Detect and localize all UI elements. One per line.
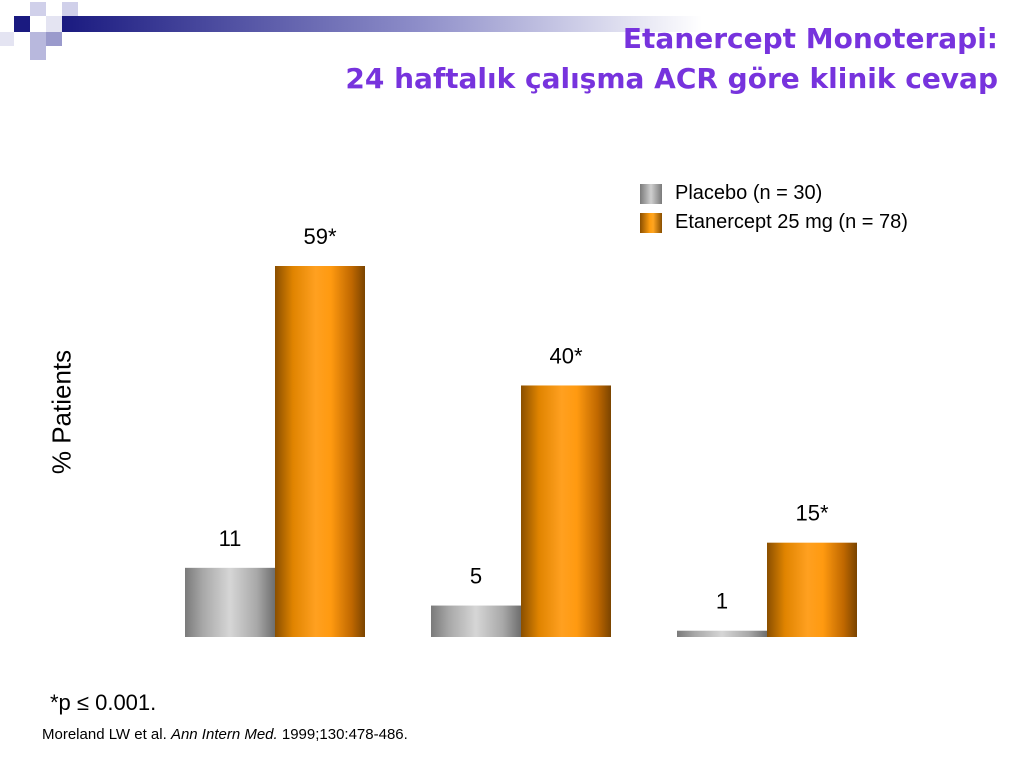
deco-square (46, 32, 62, 46)
data-label-placebo-0: 11 (219, 526, 242, 551)
citation-authors: Moreland LW et al. (42, 726, 167, 743)
legend-label-placebo: Placebo (n = 30) (675, 182, 823, 204)
deco-square (14, 16, 30, 32)
deco-square (30, 2, 46, 16)
header-gradient-bar (62, 16, 702, 32)
bar-etanercept-0 (275, 266, 365, 637)
deco-square (0, 32, 14, 46)
data-label-placebo-1: 5 (470, 564, 482, 589)
legend-swatch-placebo (640, 183, 662, 204)
deco-square (30, 32, 46, 46)
bar-placebo-0 (185, 567, 275, 637)
bar-placebo-2 (677, 630, 767, 637)
deco-square (30, 46, 46, 60)
deco-square (62, 2, 78, 16)
data-label-placebo-2: 1 (716, 589, 728, 614)
bar-etanercept-1 (521, 385, 611, 637)
legend-item-placebo: Placebo (n = 30) (640, 182, 822, 205)
citation-details: 1999;130:478-486. (281, 726, 408, 743)
bar-etanercept-2 (767, 542, 857, 637)
legend-item-etanercept: Etanercept 25 mg (n = 78) (640, 211, 908, 234)
citation: Moreland LW et al. Ann Intern Med. 1999;… (42, 726, 408, 743)
legend-swatch-etanercept (640, 212, 662, 233)
decorative-header-squares (0, 2, 702, 60)
slide-title-line2: 24 haftalık çalışma ACR göre klinik ceva… (345, 62, 998, 95)
deco-square (46, 16, 62, 32)
legend-label-etanercept: Etanercept 25 mg (n = 78) (675, 211, 908, 233)
slide-title-line1: Etanercept Monoterapi: (622, 22, 998, 55)
citation-journal: Ann Intern Med. (170, 726, 278, 743)
data-label-etanercept-0: 59* (303, 224, 336, 249)
data-label-etanercept-1: 40* (549, 343, 582, 368)
data-label-etanercept-2: 15* (795, 501, 828, 526)
footnote: *p ≤ 0.001. (50, 690, 157, 715)
bar-placebo-1 (431, 605, 521, 637)
